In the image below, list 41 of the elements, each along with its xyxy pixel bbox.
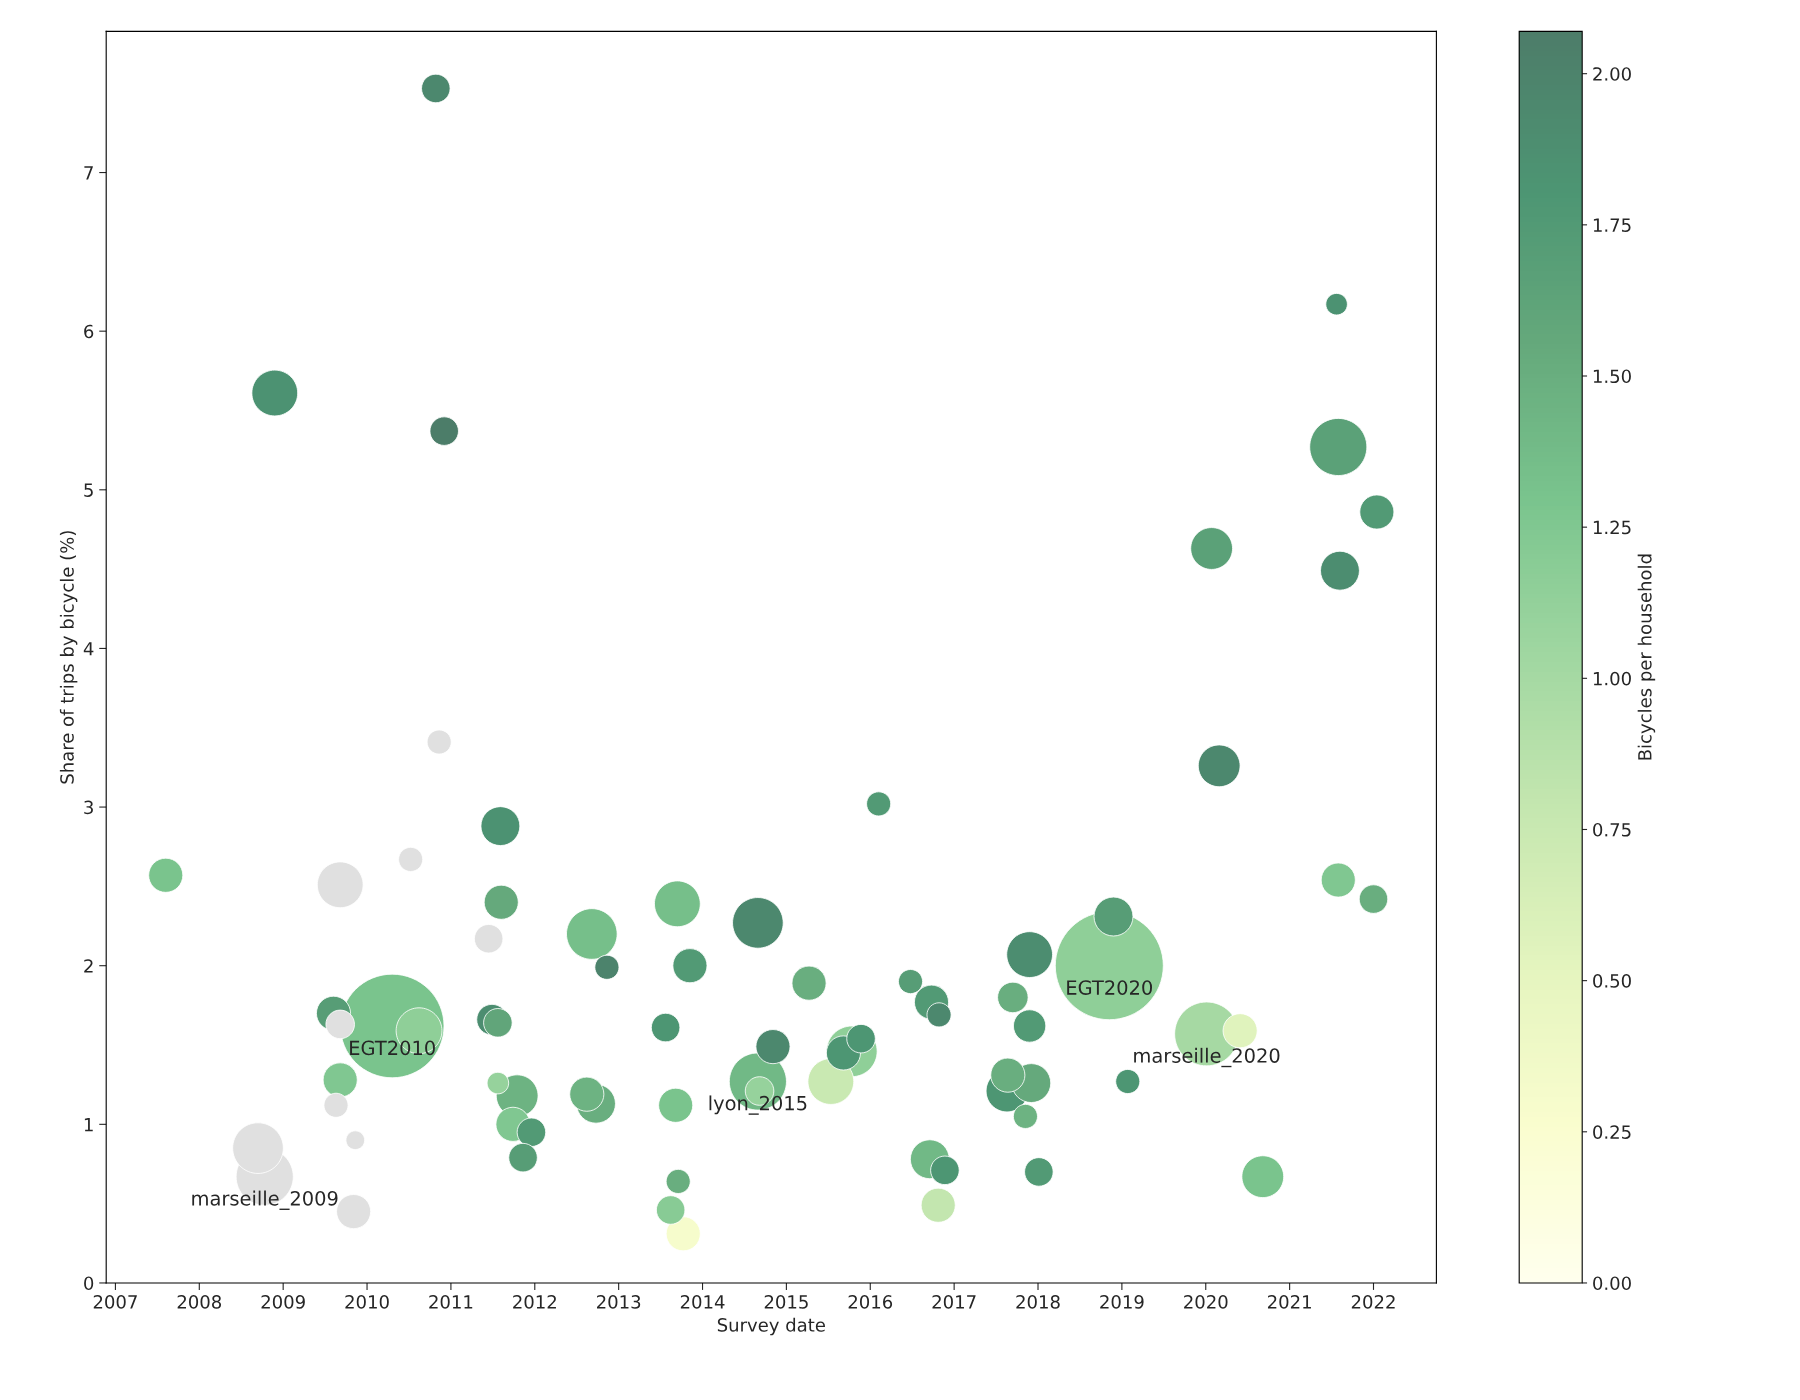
color-bar-label: 2.00 (1593, 67, 1631, 81)
x-tick-label: 2014 (680, 1295, 725, 1309)
annotation: marseille_2020 (1134, 1047, 1280, 1068)
color-bar-label: 0.00 (1593, 1276, 1631, 1291)
y-axis-title: Share of trips by bicycle (%) (59, 531, 78, 784)
x-tick-label: 2022 (1351, 1295, 1395, 1309)
x-tick-label: 2021 (1267, 1295, 1311, 1309)
x-tick-label: 2020 (1184, 1295, 1228, 1309)
color-bar-label: 1.25 (1593, 520, 1631, 535)
x-tick-label: 2008 (177, 1295, 222, 1309)
x-tick-label: 2015 (764, 1295, 808, 1309)
annotation: lyon_2015 (709, 1095, 807, 1115)
color-bar-label: 0.75 (1593, 822, 1631, 837)
y-tick-label: 0 (84, 1276, 94, 1291)
x-tick-label: 2010 (345, 1295, 389, 1309)
annotation: EGT2020 (1067, 980, 1153, 995)
annotation: EGT2010 (350, 1040, 435, 1056)
x-tick-label: 2019 (1100, 1295, 1144, 1309)
y-tick-label: 6 (84, 324, 94, 339)
color-bar-title: Bicycles per household (1637, 554, 1656, 760)
color-bar-label: 0.50 (1593, 974, 1631, 988)
x-axis-title: Survey date (717, 1317, 825, 1336)
x-tick-label: 2011 (429, 1295, 473, 1309)
annotation: marseille_2009 (192, 1190, 338, 1210)
y-tick-label: 4 (83, 642, 94, 656)
color-bar-label: 1.50 (1593, 369, 1631, 384)
y-tick-label: 1 (84, 1118, 93, 1132)
y-tick-label: 3 (84, 800, 93, 815)
x-tick-label: 2007 (93, 1295, 137, 1309)
x-tick-label: 2009 (261, 1295, 305, 1309)
y-tick-label: 7 (84, 166, 93, 180)
x-tick-label: 2012 (513, 1295, 556, 1309)
x-tick-label: 2018 (1016, 1295, 1060, 1309)
y-tick-label: 2 (84, 959, 93, 973)
y-tick-label: 5 (84, 483, 93, 497)
x-tick-label: 2017 (932, 1295, 976, 1309)
color-bar-label: 0.25 (1593, 1125, 1631, 1139)
x-tick-label: 2013 (597, 1295, 641, 1309)
color-bar-label: 1.00 (1593, 671, 1631, 686)
color-bar-label: 1.75 (1593, 218, 1631, 232)
x-tick-label: 2016 (848, 1295, 893, 1309)
